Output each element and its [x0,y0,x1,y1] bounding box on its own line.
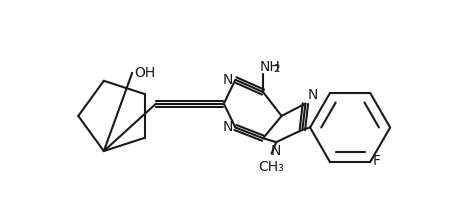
Text: OH: OH [134,66,156,80]
Text: NH: NH [259,60,280,74]
Text: CH₃: CH₃ [259,160,285,174]
Text: N: N [223,73,233,87]
Text: N: N [308,88,318,102]
Text: 2: 2 [273,64,280,74]
Text: N: N [223,121,233,134]
Text: N: N [270,144,281,158]
Text: F: F [373,154,381,168]
